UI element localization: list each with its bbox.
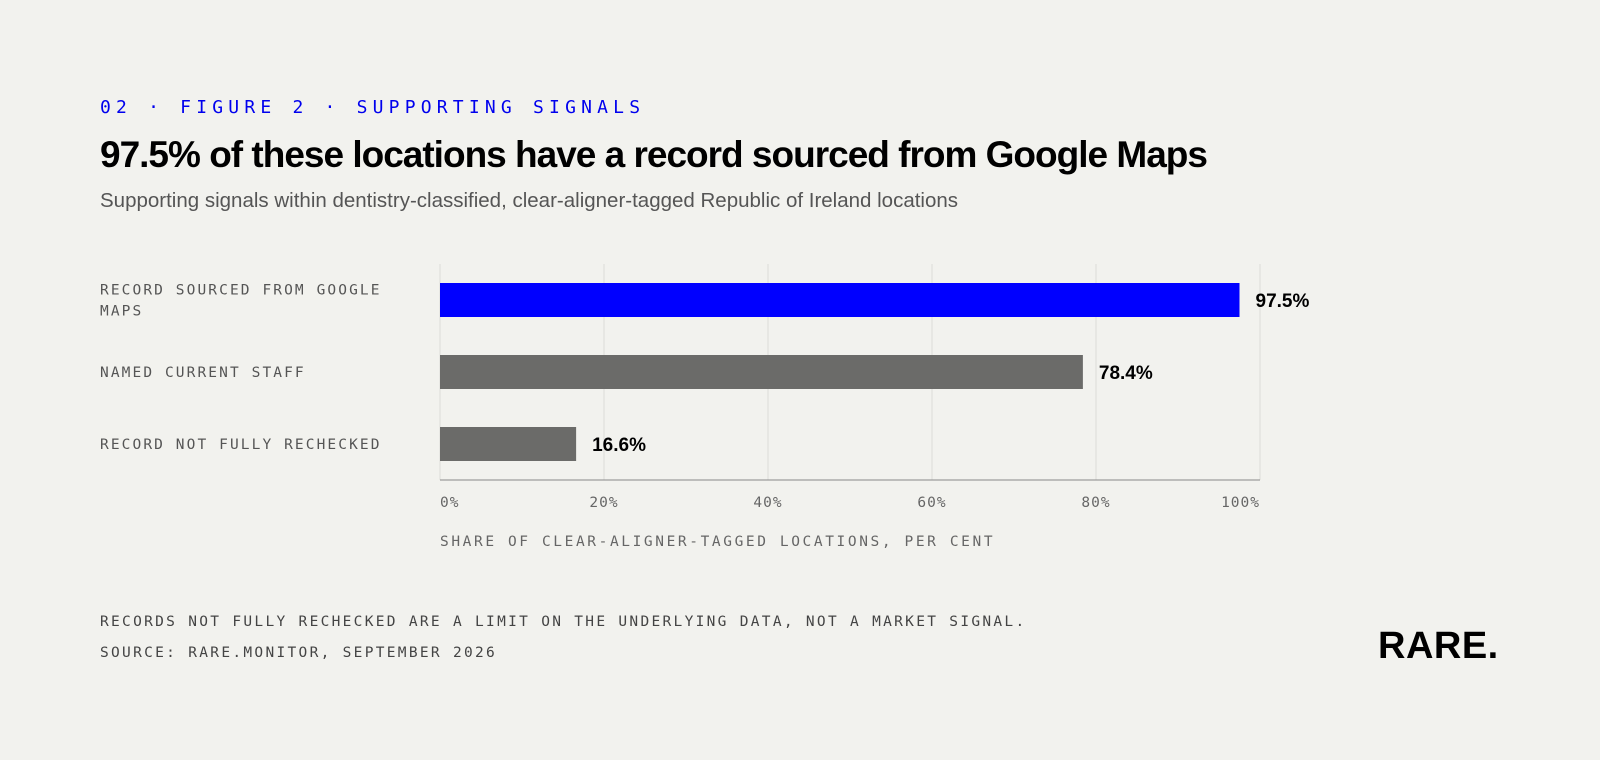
x-tick-label: 100% (1221, 495, 1260, 511)
chart-title: 97.5% of these locations have a record s… (100, 134, 1208, 175)
bar (440, 283, 1240, 317)
x-tick-label: 20% (589, 495, 618, 511)
figure-kicker: 02 · FIGURE 2 · SUPPORTING SIGNALS (100, 97, 646, 118)
x-tick-label: 0% (440, 495, 459, 511)
bar (440, 427, 577, 461)
category-label: RECORD NOT FULLY RECHECKED (100, 437, 382, 453)
category-label: RECORD SOURCED FROM GOOGLE MAPS (100, 283, 382, 320)
value-labels: 97.5% 78.4% 16.6% (592, 291, 1309, 456)
x-tick-labels: 0% 20% 40% 60% 80% 100% (440, 495, 1260, 511)
x-tick-label: 40% (753, 495, 782, 511)
value-label: 78.4% (1099, 363, 1153, 384)
chart-subtitle: Supporting signals within dentistry-clas… (100, 189, 959, 212)
source-note: SOURCE: RARE.MONITOR, SEPTEMBER 2026 (100, 645, 498, 661)
rare-logo: RARE. (1378, 625, 1499, 667)
x-axis-label: SHARE OF CLEAR-ALIGNER-TAGGED LOCATIONS,… (440, 534, 995, 550)
category-label: NAMED CURRENT STAFF (100, 365, 306, 381)
x-tick-label: 60% (917, 495, 946, 511)
value-label: 97.5% (1256, 291, 1310, 312)
footnote: RECORDS NOT FULLY RECHECKED ARE A LIMIT … (100, 614, 1027, 630)
bars (440, 283, 1240, 461)
bar (440, 355, 1083, 389)
category-labels: RECORD SOURCED FROM GOOGLE MAPS NAMED CURR… (100, 283, 382, 454)
x-tick-label: 80% (1081, 495, 1110, 511)
value-label: 16.6% (592, 435, 646, 456)
